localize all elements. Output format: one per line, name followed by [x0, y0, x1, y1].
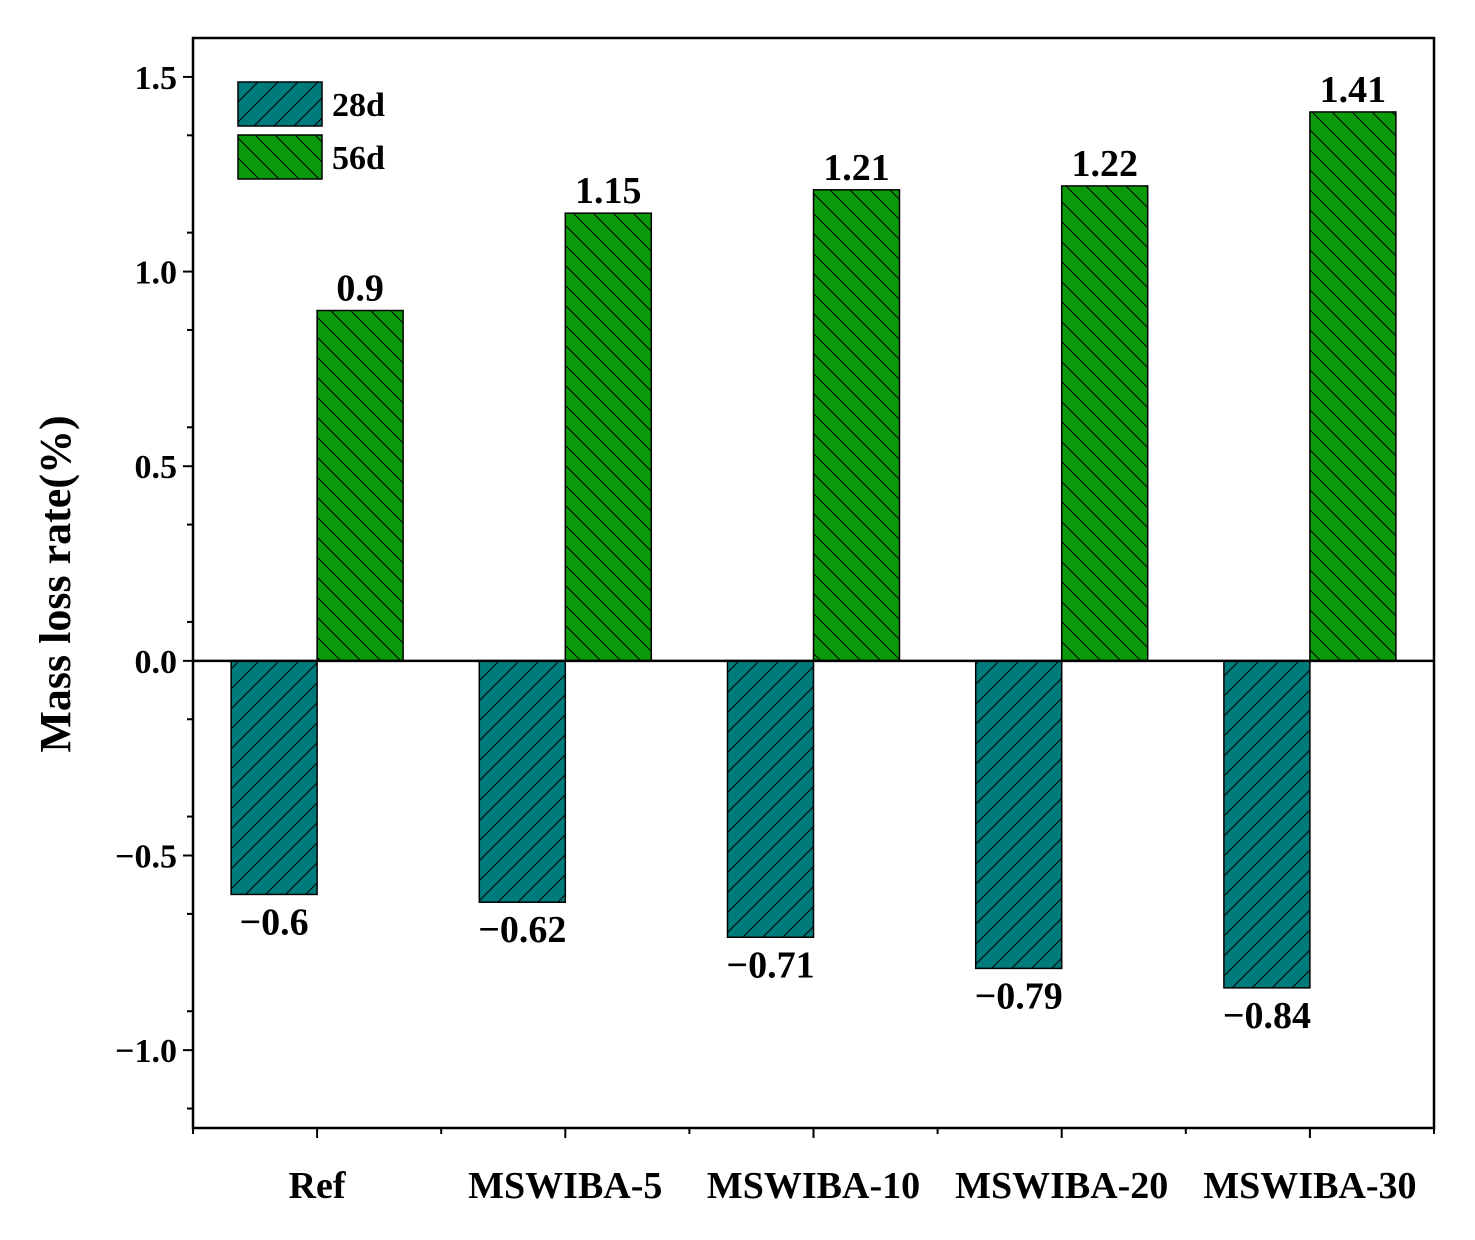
bar-hatch-56d-Ref	[316, 309, 404, 662]
bar-hatch-56d-MSWIBA-30	[1309, 111, 1397, 662]
bar-hatch-56d-MSWIBA-10	[812, 189, 901, 662]
y-tick-label: 0.5	[135, 449, 178, 486]
y-tick-label: 0.0	[135, 644, 178, 681]
bar-hatch-28d-Ref	[230, 660, 318, 896]
legend-swatch-hatch-56d	[237, 134, 323, 180]
bar-hatch-28d-MSWIBA-5	[478, 660, 567, 903]
x-tick-label-MSWIBA-5: MSWIBA-5	[468, 1165, 662, 1207]
x-tick-label-MSWIBA-30: MSWIBA-30	[1203, 1165, 1416, 1207]
legend-label-56d: 56d	[332, 140, 385, 177]
bar-hatch-56d-MSWIBA-5	[564, 212, 653, 662]
data-label-56d-MSWIBA-20: 1.22	[1071, 143, 1138, 185]
y-tick-label: −1.0	[115, 1033, 177, 1070]
y-tick-label: 1.0	[135, 255, 178, 292]
data-label-56d-MSWIBA-5: 1.15	[575, 170, 642, 212]
labels-layer: −0.6 0.9 Ref −0.62 1.15 MSWIBA-5 −0.71 1.21 MSWI…	[115, 60, 1416, 1207]
bar-hatch-28d-MSWIBA-20	[974, 660, 1063, 970]
data-label-56d-MSWIBA-30: 1.41	[1320, 69, 1387, 111]
data-label-56d-MSWIBA-10: 1.21	[823, 147, 890, 189]
y-tick-label: −0.5	[115, 839, 177, 876]
data-label-28d-MSWIBA-5: −0.62	[478, 909, 566, 951]
data-label-56d-Ref: 0.9	[336, 268, 384, 310]
x-tick-label-MSWIBA-10: MSWIBA-10	[707, 1165, 920, 1207]
y-tick-label: 1.5	[135, 60, 178, 97]
axes-layer	[183, 36, 1436, 1138]
data-label-28d-MSWIBA-20: −0.79	[975, 975, 1063, 1017]
legend-swatch-hatch-28d	[237, 81, 323, 127]
data-label-28d-Ref: −0.6	[240, 901, 309, 943]
data-label-28d-MSWIBA-10: −0.71	[726, 944, 814, 986]
bar-hatch-56d-MSWIBA-20	[1060, 185, 1149, 662]
data-label-28d-MSWIBA-30: −0.84	[1223, 995, 1311, 1037]
legend-label-28d: 28d	[332, 87, 385, 124]
x-tick-label-Ref: Ref	[289, 1165, 347, 1207]
bars-layer	[230, 111, 1397, 989]
plot-frame	[191, 36, 1436, 1130]
y-axis-title: Mass loss rate(%)	[31, 415, 80, 752]
bar-hatch-28d-MSWIBA-30	[1223, 660, 1311, 989]
x-tick-label-MSWIBA-20: MSWIBA-20	[955, 1165, 1168, 1207]
bar-hatch-28d-MSWIBA-10	[726, 660, 815, 938]
